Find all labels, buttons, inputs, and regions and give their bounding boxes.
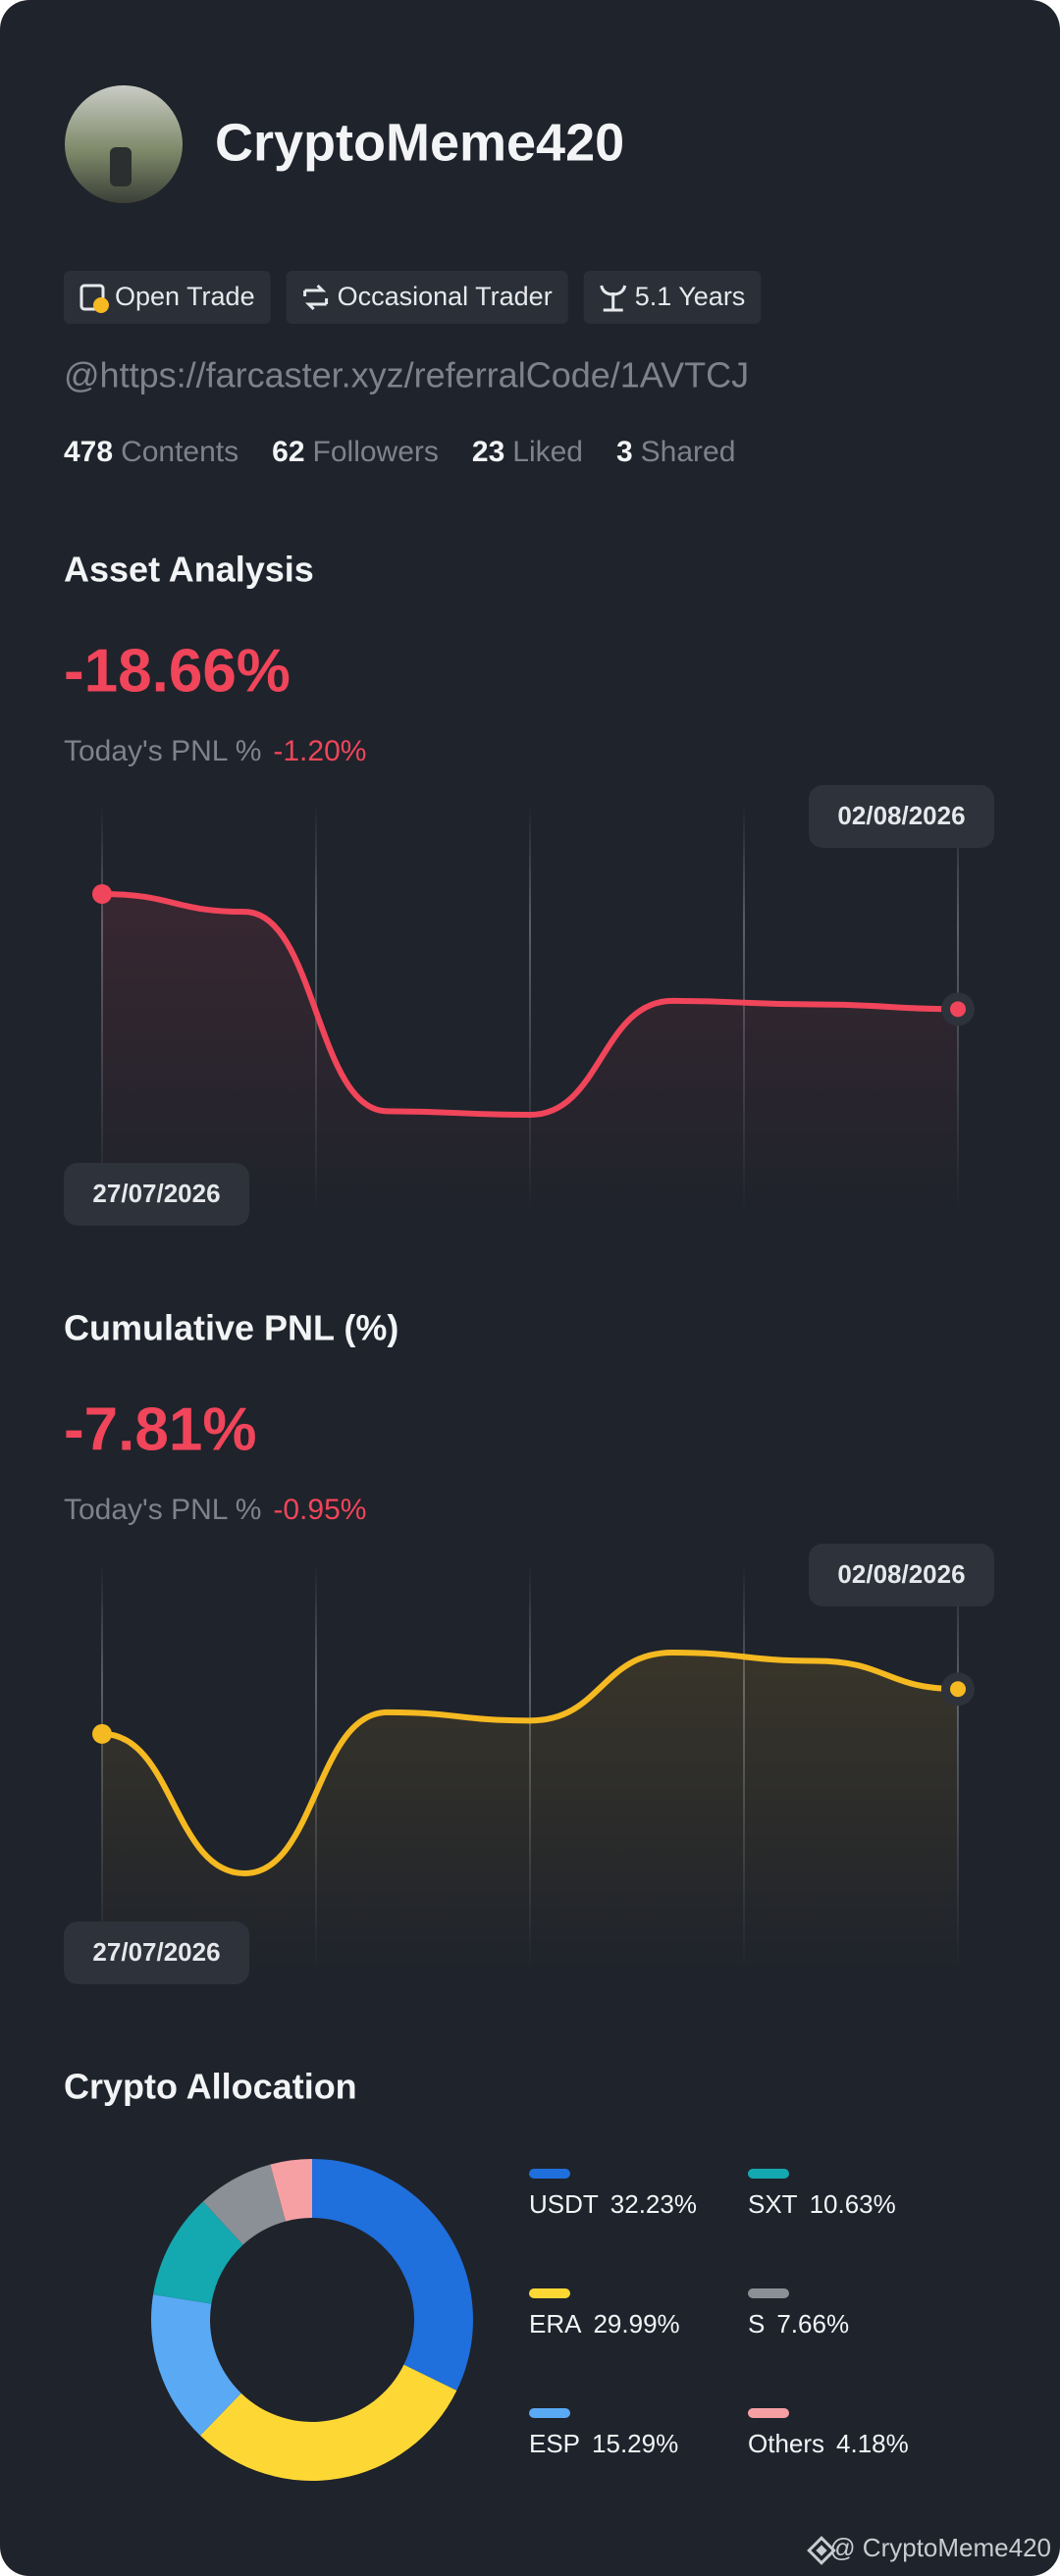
today-pnl-label: Today's PNL % [64,735,261,767]
start-point [92,884,112,904]
stat: 478 Contents [64,436,238,468]
section-title: Asset Analysis [64,550,314,590]
legend-swatch [748,2169,789,2179]
grid-line [315,1563,317,1971]
date-chip [809,1544,994,1606]
legend-name: S [748,2309,765,2339]
tag[interactable]: Occasional Trader [286,271,568,324]
legend-name: ESP [529,2429,580,2458]
legend-name: Others [748,2429,824,2458]
legend-entry: ESP 15.29% [529,2429,678,2458]
headline-value: -18.66% [64,637,291,705]
tag-background [64,271,271,324]
referral-link[interactable]: @https://farcaster.xyz/referralCode/1AVT… [64,355,749,395]
date-label: 02/08/2026 [837,801,965,830]
today-pnl-value: -0.95% [273,1494,366,1526]
stat-count: 3 [616,436,633,468]
tag-icon [600,285,627,312]
legend-swatch [529,2288,570,2298]
footer-logo [807,2536,836,2565]
donut-segment [202,2164,286,2245]
section-title: Cumulative PNL (%) [64,1308,398,1348]
tag-icon-badge [93,297,109,313]
legend-value: 29.99% [593,2309,679,2339]
legend-value: 7.66% [776,2309,849,2339]
legend-value: 4.18% [836,2429,909,2458]
line-area [102,1653,958,1971]
legend-entry: Others 4.18% [748,2429,909,2458]
stat: 62 Followers [272,436,439,468]
tag-icon [303,284,329,311]
donut-segment [151,2294,241,2436]
date-label: 27/07/2026 [92,1179,220,1208]
end-point [950,1001,966,1018]
legend-entry: USDT 32.23% [529,2189,697,2219]
tag-row: Open Trade Occasional Trader 5.1 Years [64,271,762,324]
avatar[interactable] [65,85,183,203]
tag-background [583,271,762,324]
avatar-figure [110,147,132,186]
legend-value: 32.23% [610,2189,697,2219]
end-point [950,1681,966,1698]
tag-background [286,271,568,324]
charts: Asset Analysis -18.66% Today's PNL % -1.20%… [64,550,994,2481]
today-pnl-value: -1.20% [273,735,366,767]
legend-swatch [748,2408,789,2418]
tag[interactable]: Open Trade [64,271,271,324]
footer-handle: @ CryptoMeme420 [829,2533,1051,2562]
today-pnl: Today's PNL % -0.95% [64,1494,366,1526]
donut-segment [312,2159,474,2392]
username: CryptoMeme420 [215,113,624,172]
legend-name: ERA [529,2309,582,2339]
date-chip [64,1163,249,1226]
tag-label: Occasional Trader [338,282,553,311]
legend-name: SXT [748,2189,798,2219]
headline-value: -7.81% [64,1395,256,1463]
legend-value: 10.63% [810,2189,896,2219]
line [99,891,961,1119]
start-point [92,1723,112,1744]
date-label: 27/07/2026 [92,1937,220,1967]
stat: 23 Liked [472,436,583,468]
date-label: 02/08/2026 [837,1559,965,1589]
date-chip [809,785,994,848]
donut-segment [200,2364,457,2481]
date-chip [64,1921,249,1984]
line [99,1649,961,1877]
stat-label: Contents [121,436,238,468]
today-pnl: Today's PNL % -1.20% [64,735,366,767]
today-pnl-label: Today's PNL % [64,1494,261,1526]
stat-label: Shared [641,436,736,468]
legend-swatch [748,2288,789,2298]
stat-label: Liked [512,436,583,468]
stat: 3 Shared [616,436,735,468]
tag-icon [80,284,105,311]
legend-entry: S 7.66% [748,2309,849,2339]
legend-value: 15.29% [592,2429,678,2458]
donut-segment [270,2159,312,2222]
stat-count: 478 [64,436,113,468]
tag-label: Open Trade [115,282,255,311]
stat-count: 23 [472,436,504,468]
stat-count: 62 [272,436,304,468]
line-area [102,894,958,1213]
legend-name: USDT [529,2189,599,2219]
section-title: Crypto Allocation [64,2067,357,2107]
stat-label: Followers [313,436,439,468]
grid-line [529,805,531,1213]
tag-label: 5.1 Years [635,282,746,311]
stats-row: 478 Contents 62 Followers 23 Liked 3 Shared [64,436,735,468]
legend-entry: SXT 10.63% [748,2189,896,2219]
legend-swatch [529,2169,570,2179]
legend-swatch [529,2408,570,2418]
legend-entry: ERA 29.99% [529,2309,680,2339]
donut-segment [153,2201,243,2304]
tag[interactable]: 5.1 Years [583,271,762,324]
